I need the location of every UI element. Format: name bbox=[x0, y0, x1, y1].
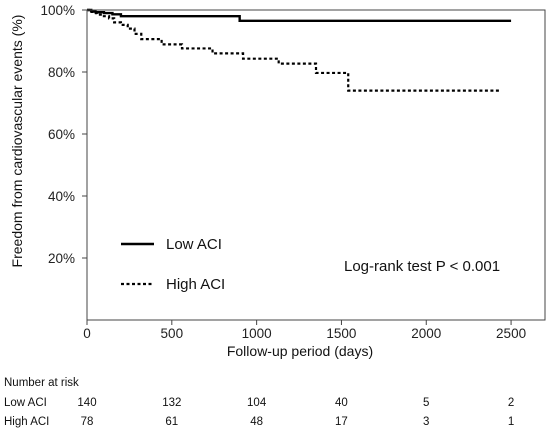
y-tick-label: 40% bbox=[48, 189, 75, 204]
x-tick-label: 1500 bbox=[326, 326, 356, 341]
axes: 0 500 1000 1500 2000 2500 20% 40% 60% 80% 100% bbox=[40, 3, 546, 341]
risk-value: 48 bbox=[250, 416, 264, 428]
plot-frame bbox=[86, 9, 546, 321]
y-tick-label: 100% bbox=[40, 3, 75, 18]
series-line-low-aci bbox=[87, 8, 512, 23]
risk-value: 61 bbox=[165, 416, 179, 428]
x-tick-label: 500 bbox=[161, 326, 184, 341]
risk-value: 5 bbox=[423, 397, 430, 409]
risk-value: 1 bbox=[507, 416, 515, 428]
legend-label-high-aci: High ACI bbox=[166, 276, 225, 293]
x-tick-label: 0 bbox=[83, 326, 91, 341]
survival-curves bbox=[87, 8, 512, 92]
risk-value: 78 bbox=[80, 416, 94, 428]
x-tick-label: 2000 bbox=[411, 326, 441, 341]
legend-label-low-aci: Low ACI bbox=[166, 236, 222, 253]
risk-value: 2 bbox=[507, 397, 515, 409]
risk-value: 3 bbox=[423, 416, 430, 428]
risk-table-title: Number at risk bbox=[4, 377, 79, 389]
legend: Low ACI High ACI bbox=[121, 236, 225, 293]
risk-value: 17 bbox=[335, 416, 348, 428]
y-tick-label: 60% bbox=[48, 127, 75, 142]
x-tick-label: 2500 bbox=[496, 326, 526, 341]
risk-row-label-high: High ACI bbox=[4, 416, 50, 428]
y-tick-label: 20% bbox=[48, 251, 75, 266]
risk-row-label-low: Low ACI bbox=[4, 397, 47, 409]
y-tick-label: 80% bbox=[48, 65, 75, 80]
x-axis-title: Follow-up period (days) bbox=[227, 343, 373, 359]
x-tick-label: 1000 bbox=[242, 326, 272, 341]
risk-value: 104 bbox=[247, 397, 267, 409]
series-line-high-aci bbox=[87, 8, 501, 92]
y-axis-title: Freedom from cardiovascular events (%) bbox=[9, 15, 25, 268]
risk-value: 132 bbox=[162, 397, 182, 409]
risk-value: 140 bbox=[77, 397, 97, 409]
km-chart: 0 500 1000 1500 2000 2500 20% 40% 60% 80% 100% Low… bbox=[9, 3, 546, 359]
log-rank-annotation: Log-rank test P < 0.001 bbox=[344, 258, 500, 275]
risk-value: 40 bbox=[335, 397, 348, 409]
